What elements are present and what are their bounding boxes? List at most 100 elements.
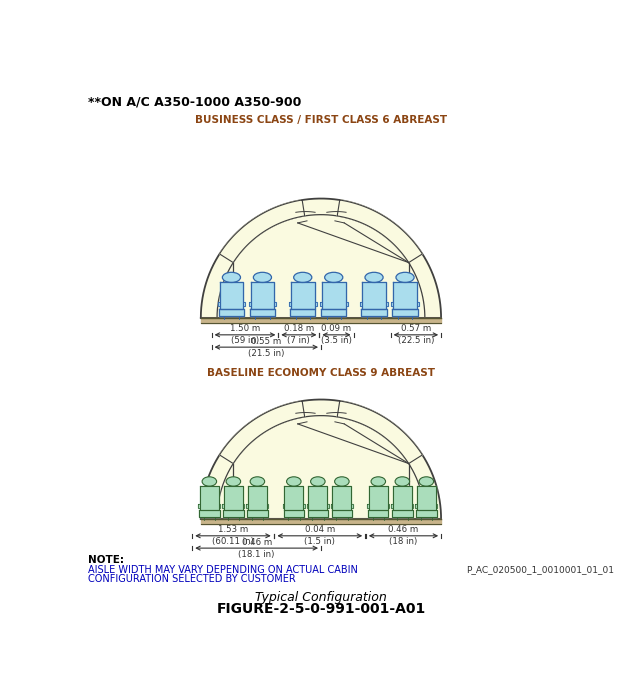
Polygon shape xyxy=(283,510,304,518)
Polygon shape xyxy=(201,519,441,525)
Polygon shape xyxy=(219,200,305,262)
Polygon shape xyxy=(412,504,413,508)
Polygon shape xyxy=(332,510,352,518)
Polygon shape xyxy=(291,282,315,309)
Polygon shape xyxy=(250,309,275,316)
Polygon shape xyxy=(201,199,441,318)
Polygon shape xyxy=(199,510,219,518)
Polygon shape xyxy=(247,510,268,518)
Polygon shape xyxy=(243,504,245,508)
Polygon shape xyxy=(283,504,284,508)
Polygon shape xyxy=(219,282,243,309)
Polygon shape xyxy=(218,302,219,307)
Polygon shape xyxy=(248,302,251,307)
Text: BUSINESS CLASS / FIRST CLASS 6 ABREAST: BUSINESS CLASS / FIRST CLASS 6 ABREAST xyxy=(195,116,447,125)
Text: 0.57 m: 0.57 m xyxy=(401,325,431,334)
Ellipse shape xyxy=(419,477,434,486)
Text: 0.09 m: 0.09 m xyxy=(322,325,352,334)
Polygon shape xyxy=(246,504,248,508)
Ellipse shape xyxy=(371,477,386,486)
Text: (59 in): (59 in) xyxy=(231,336,259,345)
Text: CONFIGURATION SELECTED BY CUSTOMER: CONFIGURATION SELECTED BY CUSTOMER xyxy=(88,574,295,583)
Polygon shape xyxy=(360,302,362,307)
Polygon shape xyxy=(307,504,308,508)
Polygon shape xyxy=(308,486,327,510)
Polygon shape xyxy=(251,282,275,309)
Polygon shape xyxy=(327,504,329,508)
Ellipse shape xyxy=(395,477,409,486)
Polygon shape xyxy=(417,486,436,510)
Ellipse shape xyxy=(223,273,241,282)
Ellipse shape xyxy=(325,273,343,282)
Polygon shape xyxy=(315,302,317,307)
Polygon shape xyxy=(368,510,389,518)
Text: 0.46 m: 0.46 m xyxy=(241,538,271,547)
Polygon shape xyxy=(308,510,328,518)
Polygon shape xyxy=(417,302,419,307)
Polygon shape xyxy=(332,486,351,510)
Polygon shape xyxy=(320,302,322,307)
Polygon shape xyxy=(290,309,315,316)
Text: BASELINE ECONOMY CLASS 9 ABREAST: BASELINE ECONOMY CLASS 9 ABREAST xyxy=(207,368,435,378)
Polygon shape xyxy=(415,504,417,508)
Text: 1.53 m: 1.53 m xyxy=(218,525,248,534)
Text: (22.5 in): (22.5 in) xyxy=(398,336,434,345)
Polygon shape xyxy=(321,309,347,316)
Polygon shape xyxy=(322,282,345,309)
Ellipse shape xyxy=(310,477,325,486)
Text: FIGURE-2-5-0-991-001-A01: FIGURE-2-5-0-991-001-A01 xyxy=(216,602,426,616)
Ellipse shape xyxy=(396,273,414,282)
Polygon shape xyxy=(289,302,291,307)
Polygon shape xyxy=(345,302,347,307)
Text: (21.5 in): (21.5 in) xyxy=(248,349,285,358)
Text: 0.46 m: 0.46 m xyxy=(388,525,419,534)
Text: 0.18 m: 0.18 m xyxy=(284,325,314,334)
Polygon shape xyxy=(392,510,413,518)
Polygon shape xyxy=(436,504,438,508)
Text: (7 in): (7 in) xyxy=(288,336,310,345)
Polygon shape xyxy=(391,302,393,307)
Polygon shape xyxy=(369,486,388,510)
Text: P_AC_020500_1_0010001_01_01: P_AC_020500_1_0010001_01_01 xyxy=(466,565,614,574)
Text: NOTE:: NOTE: xyxy=(88,555,124,565)
Polygon shape xyxy=(198,504,200,508)
Polygon shape xyxy=(219,401,305,464)
Text: (3.5 in): (3.5 in) xyxy=(321,336,352,345)
Text: 1.50 m: 1.50 m xyxy=(230,325,260,334)
Text: (1.5 in): (1.5 in) xyxy=(304,538,335,547)
Text: (60.11 in): (60.11 in) xyxy=(212,538,254,547)
Polygon shape xyxy=(201,318,441,323)
Text: 0.04 m: 0.04 m xyxy=(305,525,335,534)
Polygon shape xyxy=(351,504,353,508)
Polygon shape xyxy=(393,309,418,316)
Text: **ON A/C A350-1000 A350-900: **ON A/C A350-1000 A350-900 xyxy=(88,95,301,109)
Polygon shape xyxy=(275,302,277,307)
Ellipse shape xyxy=(335,477,349,486)
Polygon shape xyxy=(388,504,389,508)
Polygon shape xyxy=(303,504,305,508)
Polygon shape xyxy=(200,486,219,510)
Ellipse shape xyxy=(365,273,383,282)
Polygon shape xyxy=(337,200,423,262)
Polygon shape xyxy=(391,504,393,508)
Polygon shape xyxy=(331,504,332,508)
Text: AISLE WIDTH MAY VARY DEPENDING ON ACTUAL CABIN: AISLE WIDTH MAY VARY DEPENDING ON ACTUAL… xyxy=(88,565,357,575)
Polygon shape xyxy=(393,282,417,309)
Polygon shape xyxy=(219,504,221,508)
Polygon shape xyxy=(243,302,245,307)
Polygon shape xyxy=(386,302,388,307)
Polygon shape xyxy=(416,510,436,518)
Ellipse shape xyxy=(287,477,301,486)
Polygon shape xyxy=(223,504,224,508)
Polygon shape xyxy=(224,486,243,510)
Polygon shape xyxy=(248,486,267,510)
Ellipse shape xyxy=(202,477,216,486)
Polygon shape xyxy=(361,309,387,316)
Ellipse shape xyxy=(253,273,271,282)
Polygon shape xyxy=(201,399,441,519)
Ellipse shape xyxy=(293,273,312,282)
Ellipse shape xyxy=(226,477,241,486)
Polygon shape xyxy=(219,309,244,316)
Polygon shape xyxy=(337,401,423,464)
Polygon shape xyxy=(284,486,303,510)
